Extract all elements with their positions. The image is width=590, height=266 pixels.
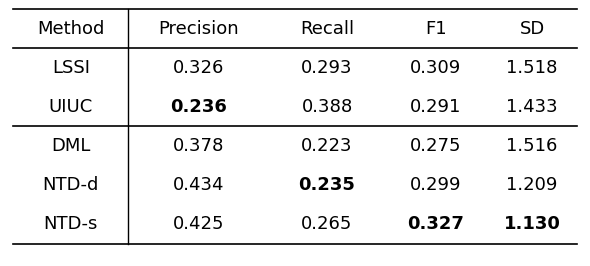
Text: 1.209: 1.209 <box>506 176 558 194</box>
Text: 0.327: 0.327 <box>408 215 464 233</box>
Text: 0.235: 0.235 <box>299 176 355 194</box>
Text: F1: F1 <box>425 20 447 38</box>
Text: NTD-d: NTD-d <box>42 176 99 194</box>
Text: DML: DML <box>51 137 90 155</box>
Text: 0.326: 0.326 <box>173 59 225 77</box>
Text: Precision: Precision <box>159 20 239 38</box>
Text: 0.425: 0.425 <box>173 215 225 233</box>
Text: 0.223: 0.223 <box>301 137 353 155</box>
Text: 1.518: 1.518 <box>506 59 558 77</box>
Text: 0.265: 0.265 <box>301 215 353 233</box>
Text: Recall: Recall <box>300 20 354 38</box>
Text: 0.293: 0.293 <box>301 59 353 77</box>
Text: 1.516: 1.516 <box>506 137 558 155</box>
Text: UIUC: UIUC <box>48 98 93 116</box>
Text: 0.236: 0.236 <box>171 98 227 116</box>
Text: 0.388: 0.388 <box>301 98 353 116</box>
Text: 0.291: 0.291 <box>410 98 461 116</box>
Text: 0.434: 0.434 <box>173 176 225 194</box>
Text: 0.299: 0.299 <box>410 176 462 194</box>
Text: 1.130: 1.130 <box>504 215 560 233</box>
Text: 0.378: 0.378 <box>173 137 225 155</box>
Text: NTD-s: NTD-s <box>44 215 98 233</box>
Text: Method: Method <box>37 20 104 38</box>
Text: SD: SD <box>519 20 545 38</box>
Text: 0.309: 0.309 <box>410 59 461 77</box>
Text: 0.275: 0.275 <box>410 137 462 155</box>
Text: LSSI: LSSI <box>52 59 90 77</box>
Text: 1.433: 1.433 <box>506 98 558 116</box>
